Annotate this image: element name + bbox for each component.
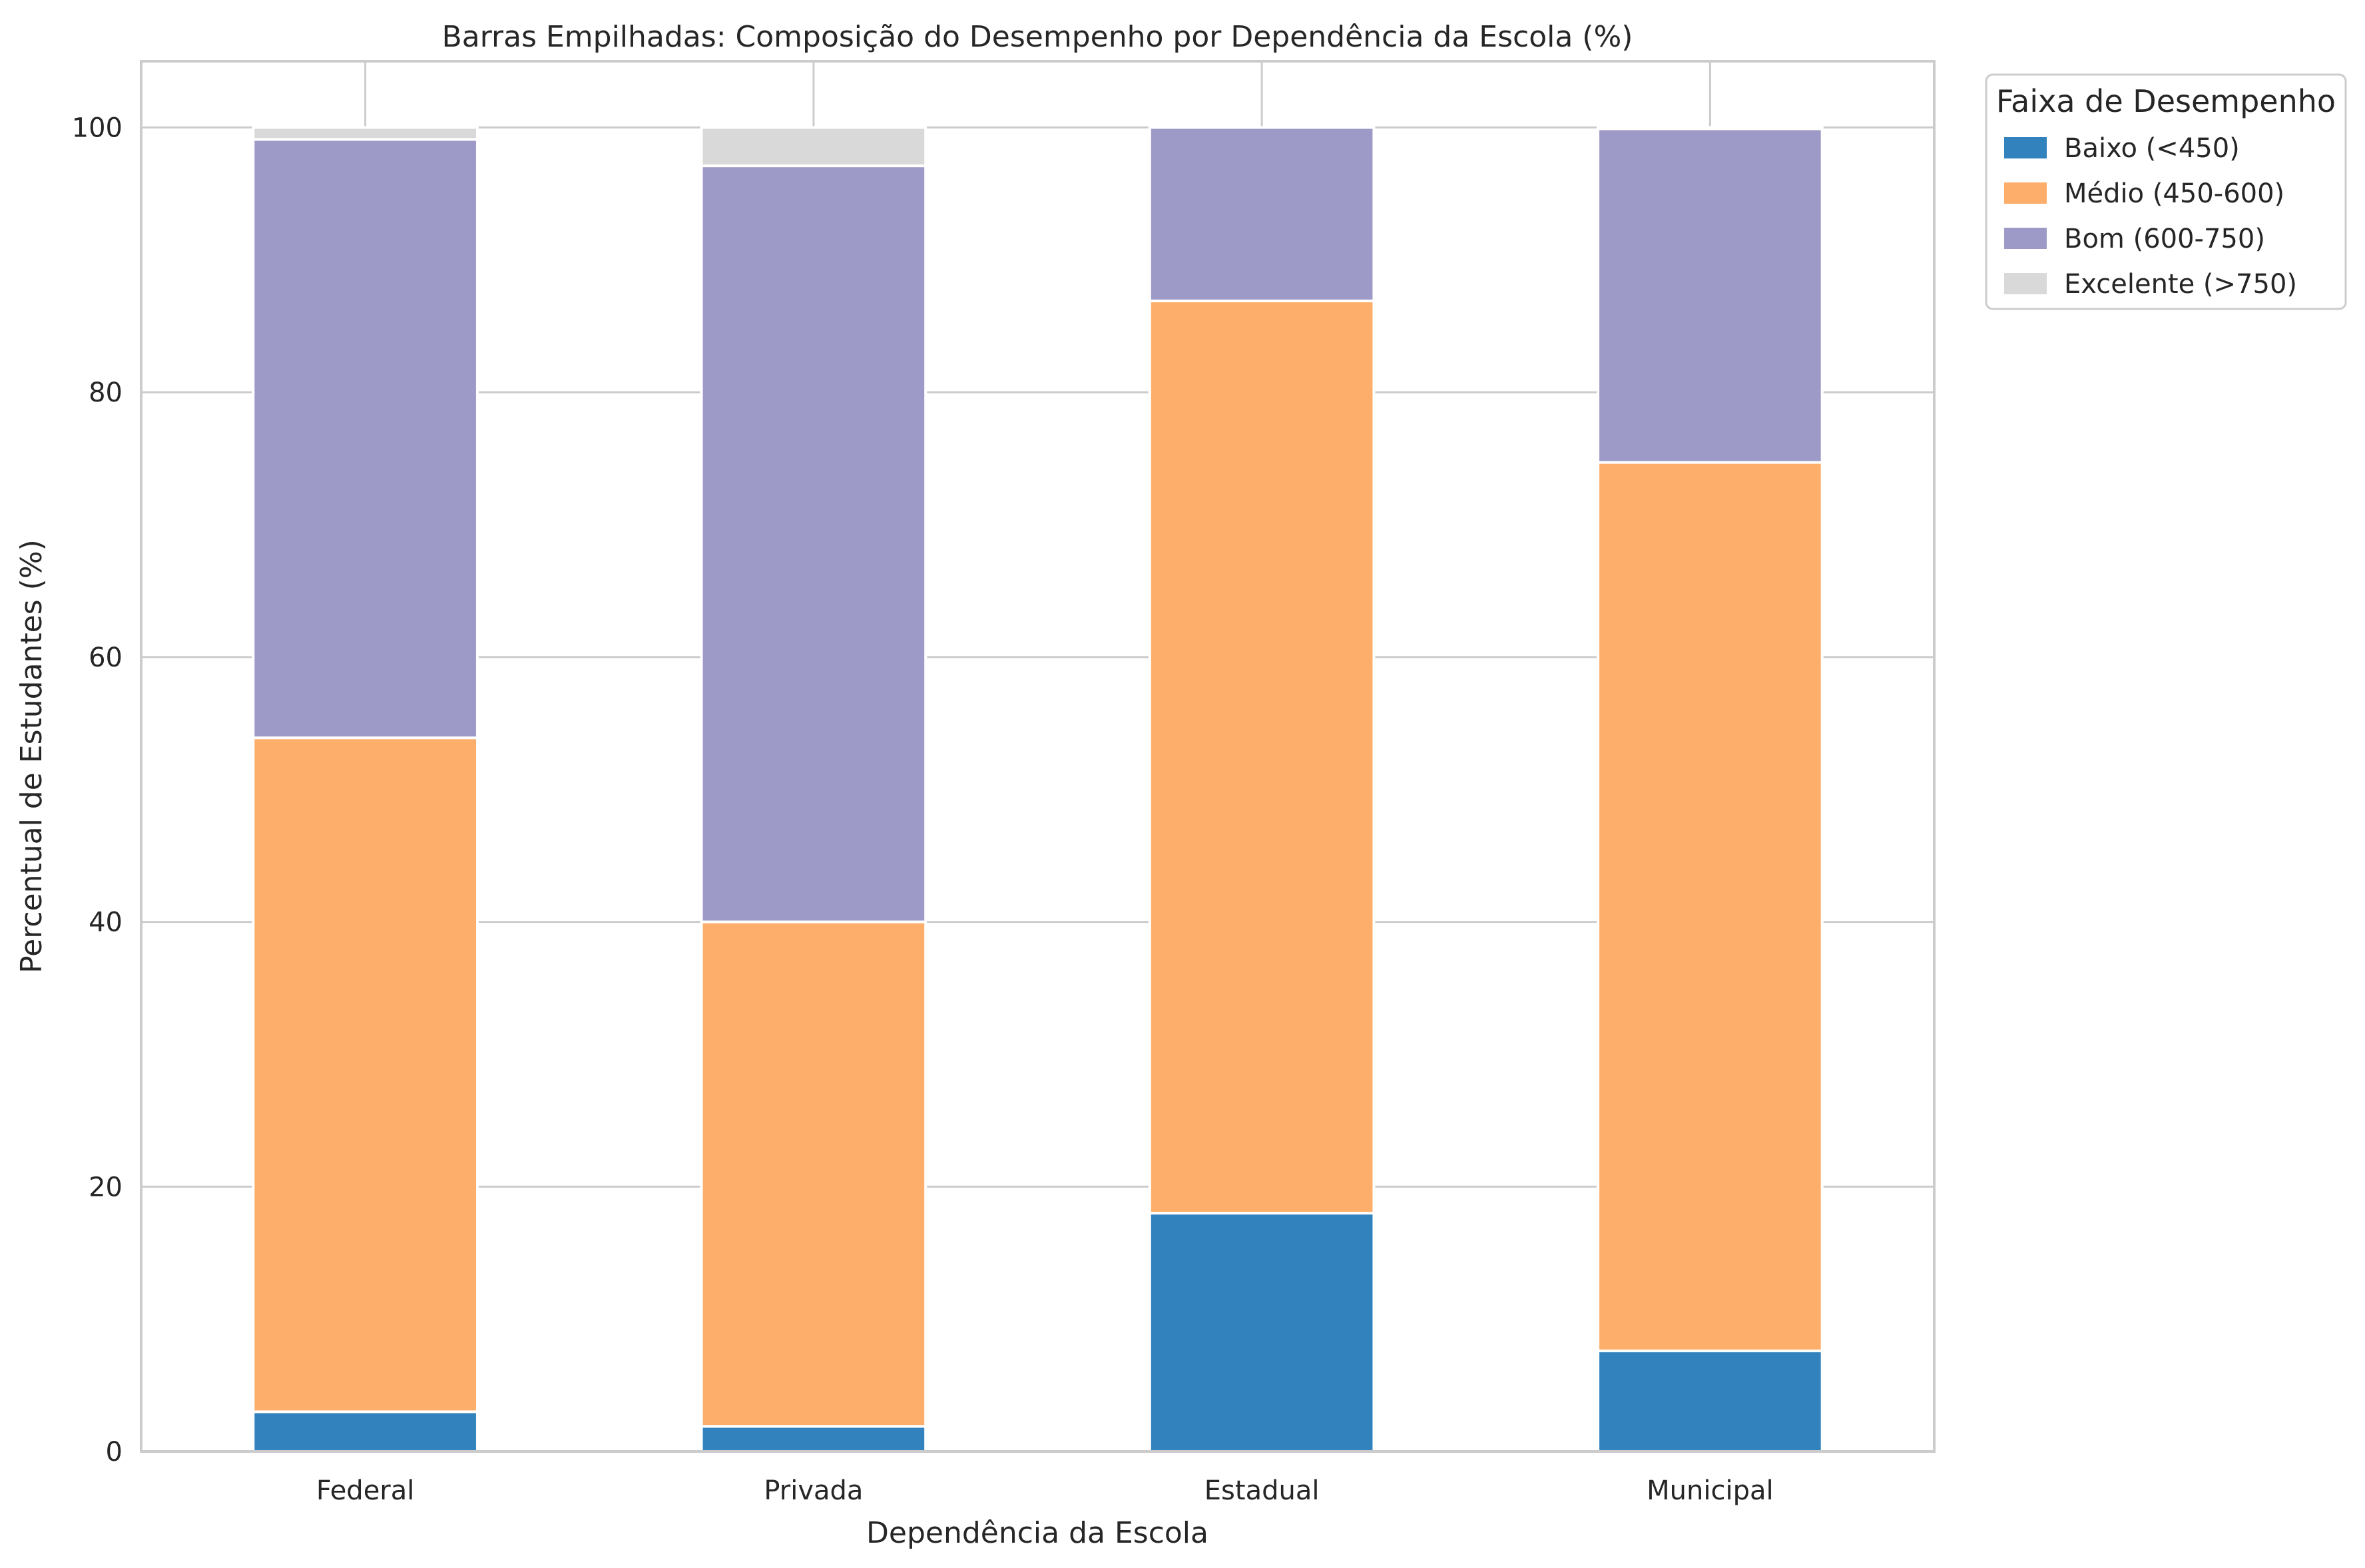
legend: Faixa de Desempenho Baixo (<450) Médio (4…: [1985, 73, 2347, 310]
bar-segment-federal-1: [252, 1410, 479, 1453]
legend-title: Faixa de Desempenho: [1996, 83, 2336, 119]
bar-segment-federal-2: [252, 736, 479, 1414]
legend-label: Bom (600-750): [2064, 224, 2265, 254]
legend-swatch: [2004, 273, 2047, 294]
y-tick-labels: 0 20 40 60 80 100: [72, 113, 123, 1467]
y-tick-label: 0: [106, 1437, 123, 1467]
y-tick-label: 20: [89, 1172, 123, 1202]
x-tick-label: Estadual: [1204, 1475, 1320, 1506]
legend-label: Excelente (>750): [2064, 269, 2297, 300]
bar-segment-federal-3: [252, 138, 479, 740]
bar-segment-municipal-1: [1597, 1349, 1824, 1453]
x-tick-labels: Federal Privada Estadual Municipal: [316, 1475, 1774, 1506]
bar-segment-estadual-2: [1148, 299, 1376, 1215]
bar-segment-municipal-2: [1597, 461, 1824, 1352]
bar-segment-privada-4: [700, 126, 927, 168]
bar-segment-municipal-4: [1597, 126, 1824, 131]
x-tick-label: Municipal: [1647, 1475, 1773, 1506]
legend-items: Baixo (<450) Médio (450-600) Bom (600-750)…: [2004, 133, 2297, 300]
y-axis-label: Percentual de Estudantes (%): [15, 539, 49, 973]
legend-label: Médio (450-600): [2064, 178, 2284, 209]
x-tick-label: Federal: [316, 1475, 415, 1506]
legend-swatch: [2004, 137, 2047, 158]
y-tick-label: 60: [89, 643, 123, 673]
bar-segment-federal-4: [252, 126, 479, 141]
plot-frame: [140, 60, 1936, 1453]
bar-segment-estadual-3: [1148, 126, 1376, 302]
legend-swatch: [2004, 182, 2047, 204]
bar-segment-privada-1: [700, 1425, 927, 1453]
legend-swatch: [2004, 228, 2047, 249]
x-axis-label: Dependência da Escola: [866, 1516, 1208, 1550]
bars: [252, 126, 1824, 1453]
bar-segment-municipal-3: [1597, 127, 1824, 464]
y-tick-label: 40: [89, 908, 123, 938]
chart-title: Barras Empilhadas: Composição do Desempe…: [442, 20, 1633, 54]
bar-segment-privada-2: [700, 920, 927, 1428]
plot-area: 0 20 40 60 80 100 Federal Privada Estadual Munic…: [72, 60, 1936, 1506]
legend-box: [1985, 73, 2347, 310]
bar-segment-estadual-1: [1148, 1212, 1376, 1453]
y-tick-label: 80: [89, 378, 123, 408]
legend-label: Baixo (<450): [2064, 133, 2240, 164]
x-tick-label: Privada: [764, 1475, 863, 1506]
y-tick-label: 100: [72, 113, 123, 143]
bar-segment-privada-3: [700, 164, 927, 923]
